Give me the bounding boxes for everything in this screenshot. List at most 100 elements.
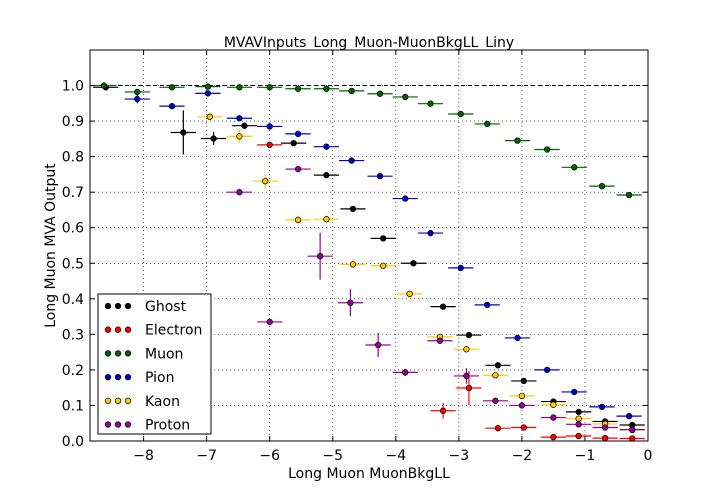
x-tick-label: −6: [259, 448, 280, 464]
data-point: [294, 216, 302, 224]
data-point: [236, 84, 243, 91]
x-tick-label: −2: [512, 448, 533, 464]
data-point: [402, 195, 409, 202]
series-muon: [91, 82, 642, 199]
data-point: [294, 85, 302, 92]
data-point: [376, 173, 384, 180]
legend-item-electron: Electron: [104, 323, 202, 339]
data-point: [262, 178, 269, 185]
data-point: [494, 362, 502, 369]
legend-label: Kaon: [145, 394, 180, 410]
legend-marker: [114, 397, 122, 404]
data-point: [492, 397, 499, 404]
legend-marker: [104, 421, 112, 428]
data-point: [629, 426, 636, 433]
legend-marker: [124, 326, 132, 333]
data-point: [457, 264, 464, 272]
data-point: [427, 100, 434, 107]
data-point: [550, 433, 557, 441]
data-point: [347, 299, 354, 306]
y-tick-label: 0.4: [62, 292, 84, 308]
legend-item-muon: Muon: [104, 346, 183, 362]
data-point: [518, 392, 526, 400]
x-axis-label: Long Muon MuonBkgLL: [288, 466, 450, 482]
legend-marker: [124, 397, 132, 404]
legend-label: Ghost: [145, 299, 187, 315]
y-tick-label: 0.3: [62, 327, 84, 343]
data-point: [410, 260, 417, 267]
data-point: [625, 412, 633, 420]
legend-marker: [114, 350, 122, 357]
series-layer: [91, 82, 645, 442]
legend-label: Pion: [145, 370, 174, 386]
y-tick-label: 0.2: [62, 363, 84, 379]
legend: Ghost Electron Muon Pion Kaon Proton: [97, 293, 212, 435]
data-point: [543, 366, 551, 374]
data-point: [439, 407, 447, 414]
data-point: [241, 122, 248, 129]
data-point: [376, 90, 384, 97]
legend-marker: [104, 397, 112, 404]
legend-marker: [114, 326, 122, 333]
data-point: [484, 301, 491, 309]
y-tick-label: 0.7: [62, 185, 84, 201]
data-point: [601, 435, 609, 442]
data-point: [463, 346, 470, 353]
x-tick-label: 0: [644, 448, 653, 464]
y-tick-label: 0.6: [62, 221, 84, 237]
data-point: [168, 84, 176, 91]
data-point: [406, 290, 413, 297]
data-point: [575, 432, 582, 440]
legend-label: Proton: [145, 418, 190, 434]
legend-item-kaon: Kaon: [104, 394, 180, 410]
y-tick-label: 0.0: [62, 434, 84, 450]
plot-frame: [89, 49, 649, 442]
series-proton: [226, 165, 645, 433]
legend-marker: [114, 302, 122, 310]
data-point: [180, 129, 187, 136]
data-point: [601, 424, 609, 431]
data-point: [323, 143, 330, 150]
data-point: [236, 189, 243, 196]
x-tick-label: −1: [575, 448, 596, 464]
data-point: [436, 337, 444, 344]
data-point: [439, 303, 447, 310]
data-point: [575, 421, 582, 428]
data-point: [550, 401, 557, 408]
data-point: [575, 408, 582, 416]
data-point: [402, 93, 409, 101]
data-point: [550, 414, 557, 421]
series-electron: [257, 141, 645, 442]
data-point: [520, 424, 527, 431]
data-point: [465, 331, 473, 339]
data-point: [484, 120, 491, 128]
data-point: [380, 262, 387, 269]
x-tick-label: −4: [385, 448, 406, 464]
series-pion: [124, 90, 642, 420]
legend-item-proton: Proton: [104, 418, 190, 434]
data-point: [236, 133, 243, 140]
x-tick-label: −5: [322, 448, 343, 464]
legend-label: Electron: [145, 323, 202, 339]
data-point: [236, 115, 243, 122]
legend-marker: [124, 350, 132, 357]
data-point: [575, 415, 582, 422]
data-point: [402, 369, 409, 376]
data-point: [514, 137, 521, 144]
data-point: [492, 372, 499, 379]
data-point: [465, 384, 473, 392]
data-point: [494, 425, 502, 432]
legend-marker: [104, 373, 112, 381]
data-point: [518, 402, 526, 409]
y-axis-label: Long Muon MVA Output: [43, 163, 59, 328]
data-point: [316, 253, 324, 260]
data-point: [571, 164, 578, 171]
data-point: [349, 261, 357, 268]
legend-marker: [114, 373, 122, 381]
data-point: [204, 83, 212, 90]
legend-marker: [104, 326, 112, 333]
data-point: [323, 171, 330, 179]
data-point: [134, 95, 141, 103]
legend-marker: [124, 373, 132, 381]
data-point: [629, 435, 636, 442]
